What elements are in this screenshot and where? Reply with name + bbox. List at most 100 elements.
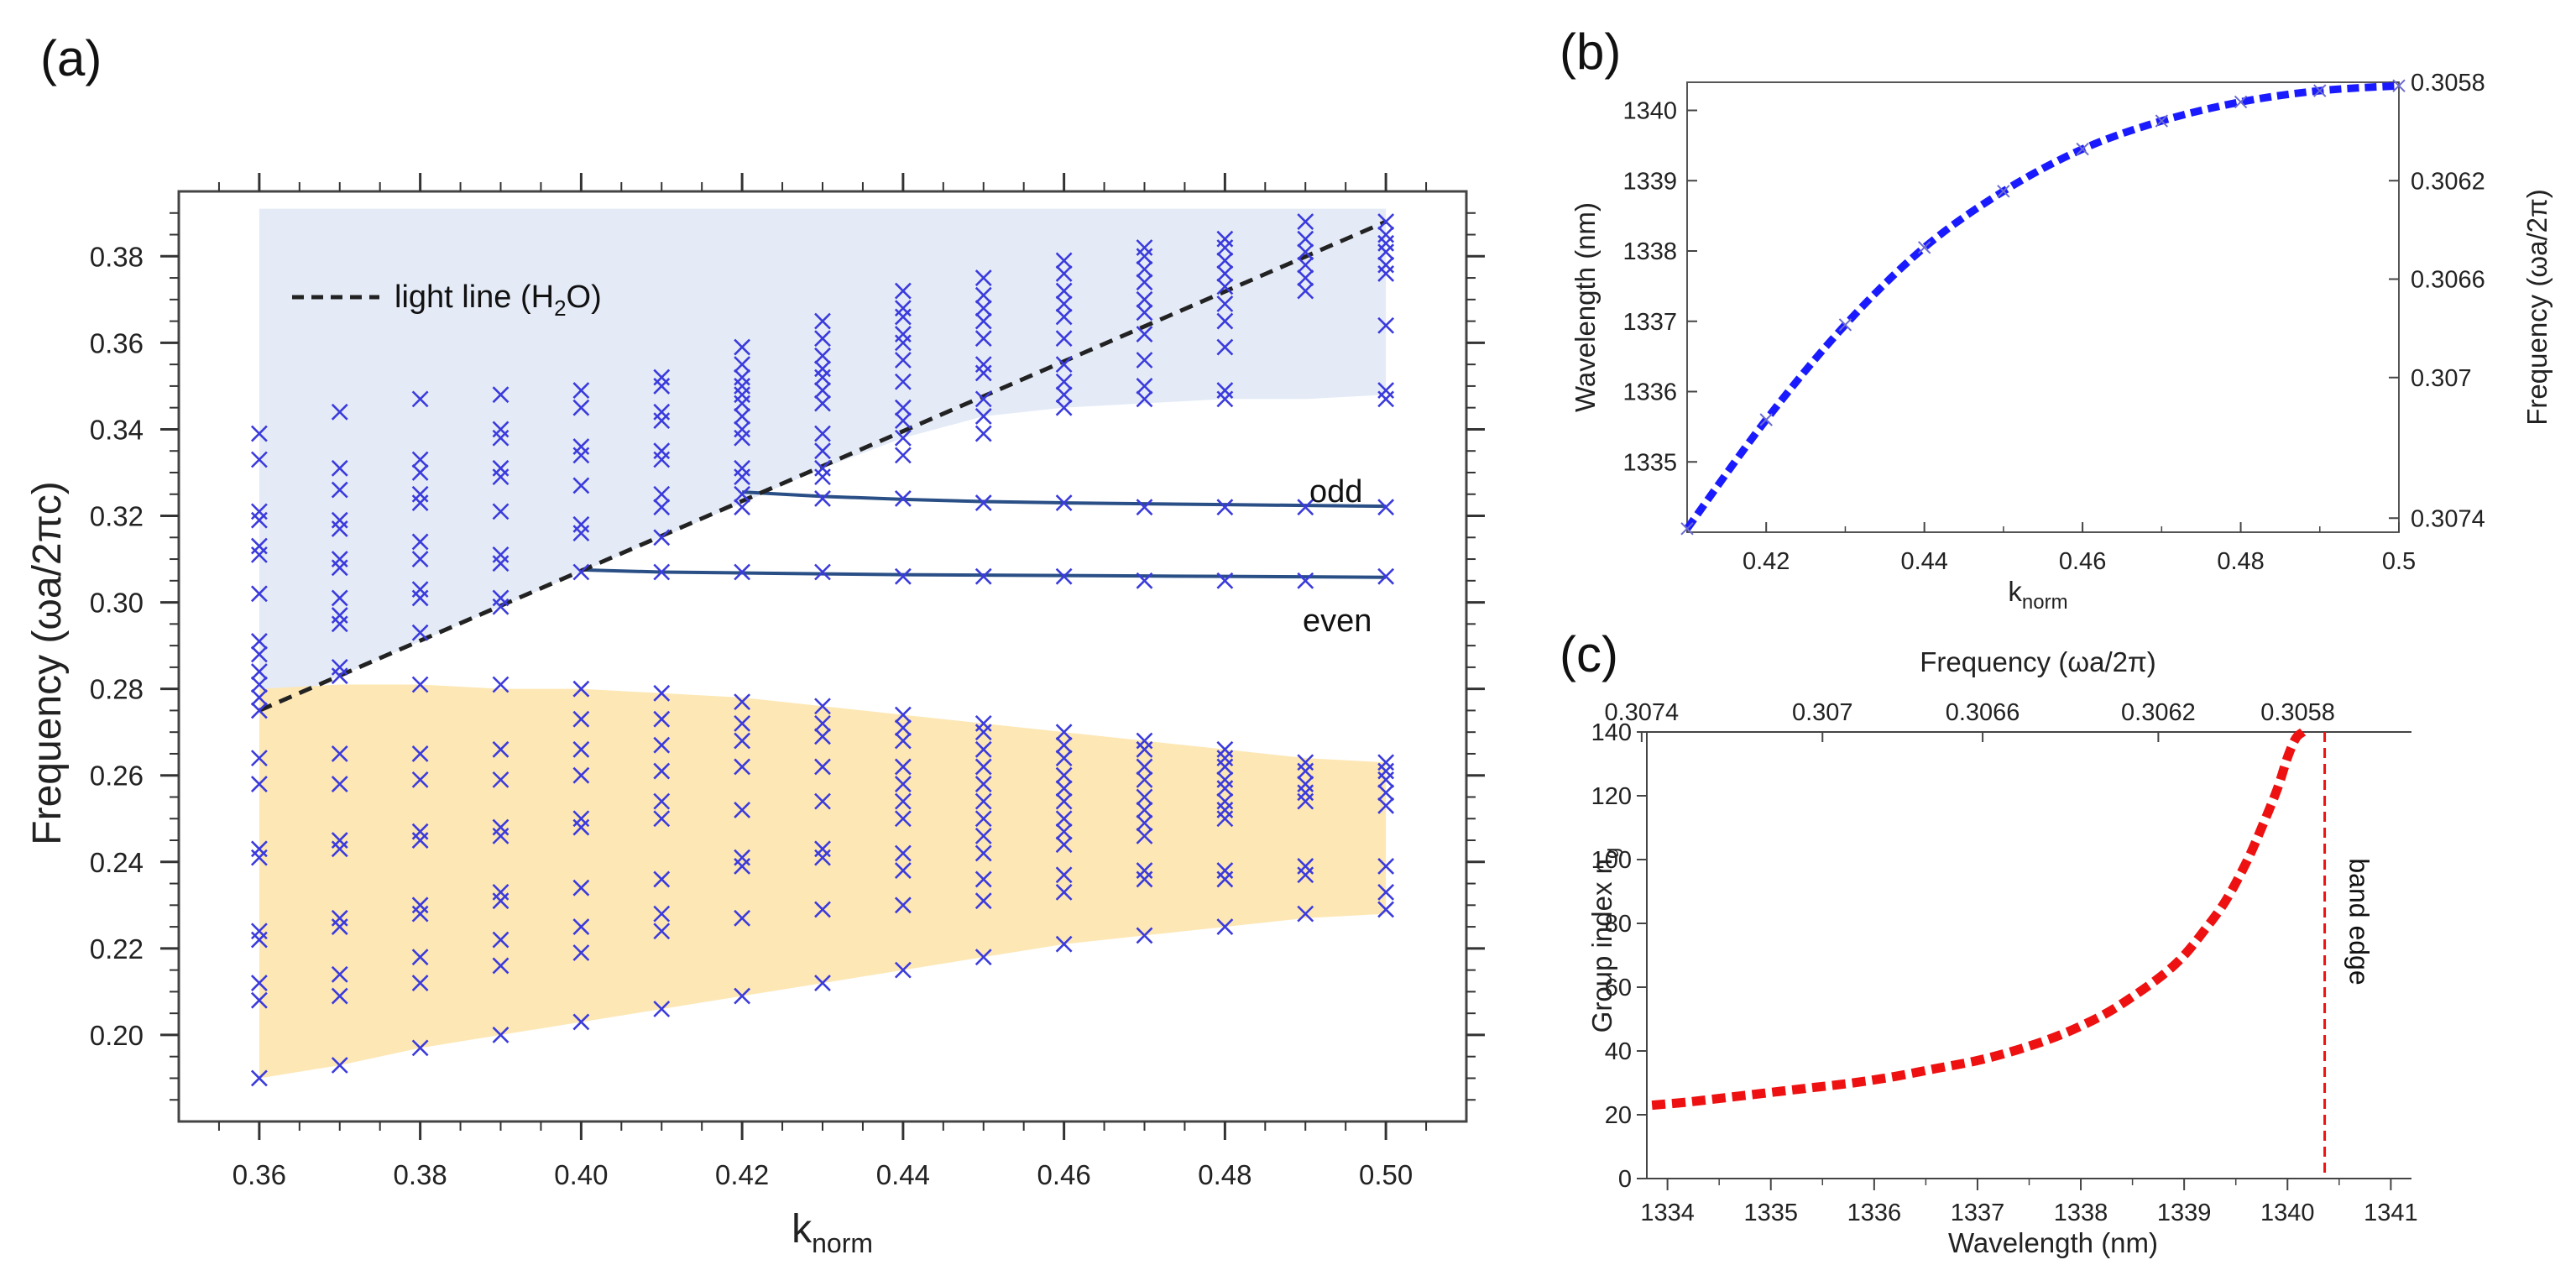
band-marker (1136, 304, 1153, 322)
band-marker (1136, 499, 1153, 516)
band-marker (653, 684, 671, 702)
data-point-marker (1997, 185, 2010, 198)
band-marker (814, 698, 831, 715)
top-tick-label: 0.307 (1792, 699, 1853, 726)
band-marker (1055, 724, 1073, 741)
band-marker (411, 624, 429, 641)
band-marker (974, 312, 992, 330)
band-marker (653, 870, 671, 888)
light-line-legend-label: light line (H2O) (394, 280, 602, 321)
band-marker (250, 451, 268, 468)
data-point-marker (1838, 318, 1852, 332)
band-marker (492, 818, 509, 836)
band-marker (974, 870, 992, 888)
band-marker (653, 442, 671, 460)
band-marker (734, 732, 751, 750)
band-marker (572, 810, 590, 828)
band-marker (653, 923, 671, 940)
panel-label-c: (c) (1560, 626, 1618, 682)
band-marker (492, 883, 509, 901)
band-marker (1216, 295, 1234, 312)
y-tick-label: 1336 (1622, 379, 1677, 406)
band-marker (250, 689, 268, 706)
band-marker (1216, 252, 1234, 269)
band-marker (572, 766, 590, 784)
band-marker (894, 792, 912, 810)
right-tick-label: 0.3074 (2411, 505, 2485, 532)
band-marker (1055, 282, 1073, 300)
band-marker (1136, 771, 1153, 788)
band-marker (1136, 814, 1153, 832)
band-marker (1136, 862, 1153, 880)
band-marker (411, 390, 429, 408)
x-tick-label: 0.40 (554, 1159, 608, 1190)
band-marker (1216, 382, 1234, 399)
band-marker (974, 425, 992, 442)
band-marker (814, 901, 831, 918)
y-tick-label: 1335 (1622, 449, 1677, 476)
panel-c-chart: 1334 1335 1336 1337 1338 1339 1340 1341 0 20 40 60 8… (1586, 646, 2418, 1258)
band-marker (1297, 572, 1314, 589)
band-marker (734, 356, 751, 374)
right-tick-label: 0.3058 (2411, 70, 2485, 97)
band-marker (894, 373, 912, 390)
band-marker (250, 702, 268, 719)
band-marker (572, 710, 590, 728)
band-marker (894, 326, 912, 342)
band-marker (1136, 788, 1153, 806)
band-marker (974, 494, 992, 511)
band-marker (1377, 499, 1395, 516)
band-marker (1297, 776, 1314, 792)
band-marker (331, 1057, 348, 1074)
data-point-marker (1759, 413, 1773, 426)
band-marker (734, 459, 751, 477)
band-marker (1055, 567, 1073, 585)
band-marker (250, 646, 268, 663)
y-tick-label: 0.30 (90, 588, 144, 619)
band-marker (1055, 386, 1073, 404)
panel-b-x-axis-title: knorm (2008, 576, 2067, 614)
x-tick-label: 0.5 (2382, 548, 2416, 575)
band-marker (814, 382, 831, 399)
band-marker (1055, 883, 1073, 901)
band-marker (974, 356, 992, 374)
band-marker (1377, 567, 1395, 585)
band-marker (814, 714, 831, 732)
band-marker (653, 563, 671, 581)
band-marker (1136, 377, 1153, 395)
band-marker (1055, 330, 1073, 348)
band-marker (1377, 213, 1395, 230)
band-marker (814, 425, 831, 442)
y-tick-label: 0.26 (90, 761, 144, 792)
band-marker (250, 676, 268, 693)
band-marker (734, 987, 751, 1005)
band-marker (492, 459, 509, 477)
right-tick-label: 0.3066 (2411, 267, 2485, 294)
panel-a-chart: 0.36 0.38 0.40 0.42 0.44 0.46 0.48 0.50 0.20 0.22… (25, 173, 1485, 1258)
data-point-marker (2234, 95, 2248, 109)
band-marker (411, 551, 429, 567)
top-tick-label: 0.3074 (1604, 699, 1679, 726)
band-marker (411, 771, 429, 788)
y-tick-label: 120 (1591, 783, 1632, 810)
band-marker (894, 489, 912, 507)
band-marker (1216, 771, 1234, 788)
panel-b-y-axis-title: Wavelength (nm) (1570, 202, 1601, 412)
panel-b-right-axis-title: Frequency (ωa/2π) (2521, 189, 2552, 425)
band-marker (572, 515, 590, 533)
band-marker (250, 776, 268, 792)
band-marker (653, 1001, 671, 1017)
top-tick-label: 0.3066 (1946, 699, 2020, 726)
band-marker (1377, 858, 1395, 875)
band-marker (1055, 252, 1073, 269)
band-marker (1216, 918, 1234, 936)
band-marker (492, 386, 509, 404)
panel-label-b: (b) (1560, 24, 1621, 80)
band-marker (894, 862, 912, 880)
band-marker (331, 987, 348, 1005)
band-marker (1377, 784, 1395, 802)
band-marker (894, 776, 912, 792)
y-tick-label: 140 (1591, 719, 1632, 746)
odd-mode-label: odd (1309, 474, 1362, 510)
